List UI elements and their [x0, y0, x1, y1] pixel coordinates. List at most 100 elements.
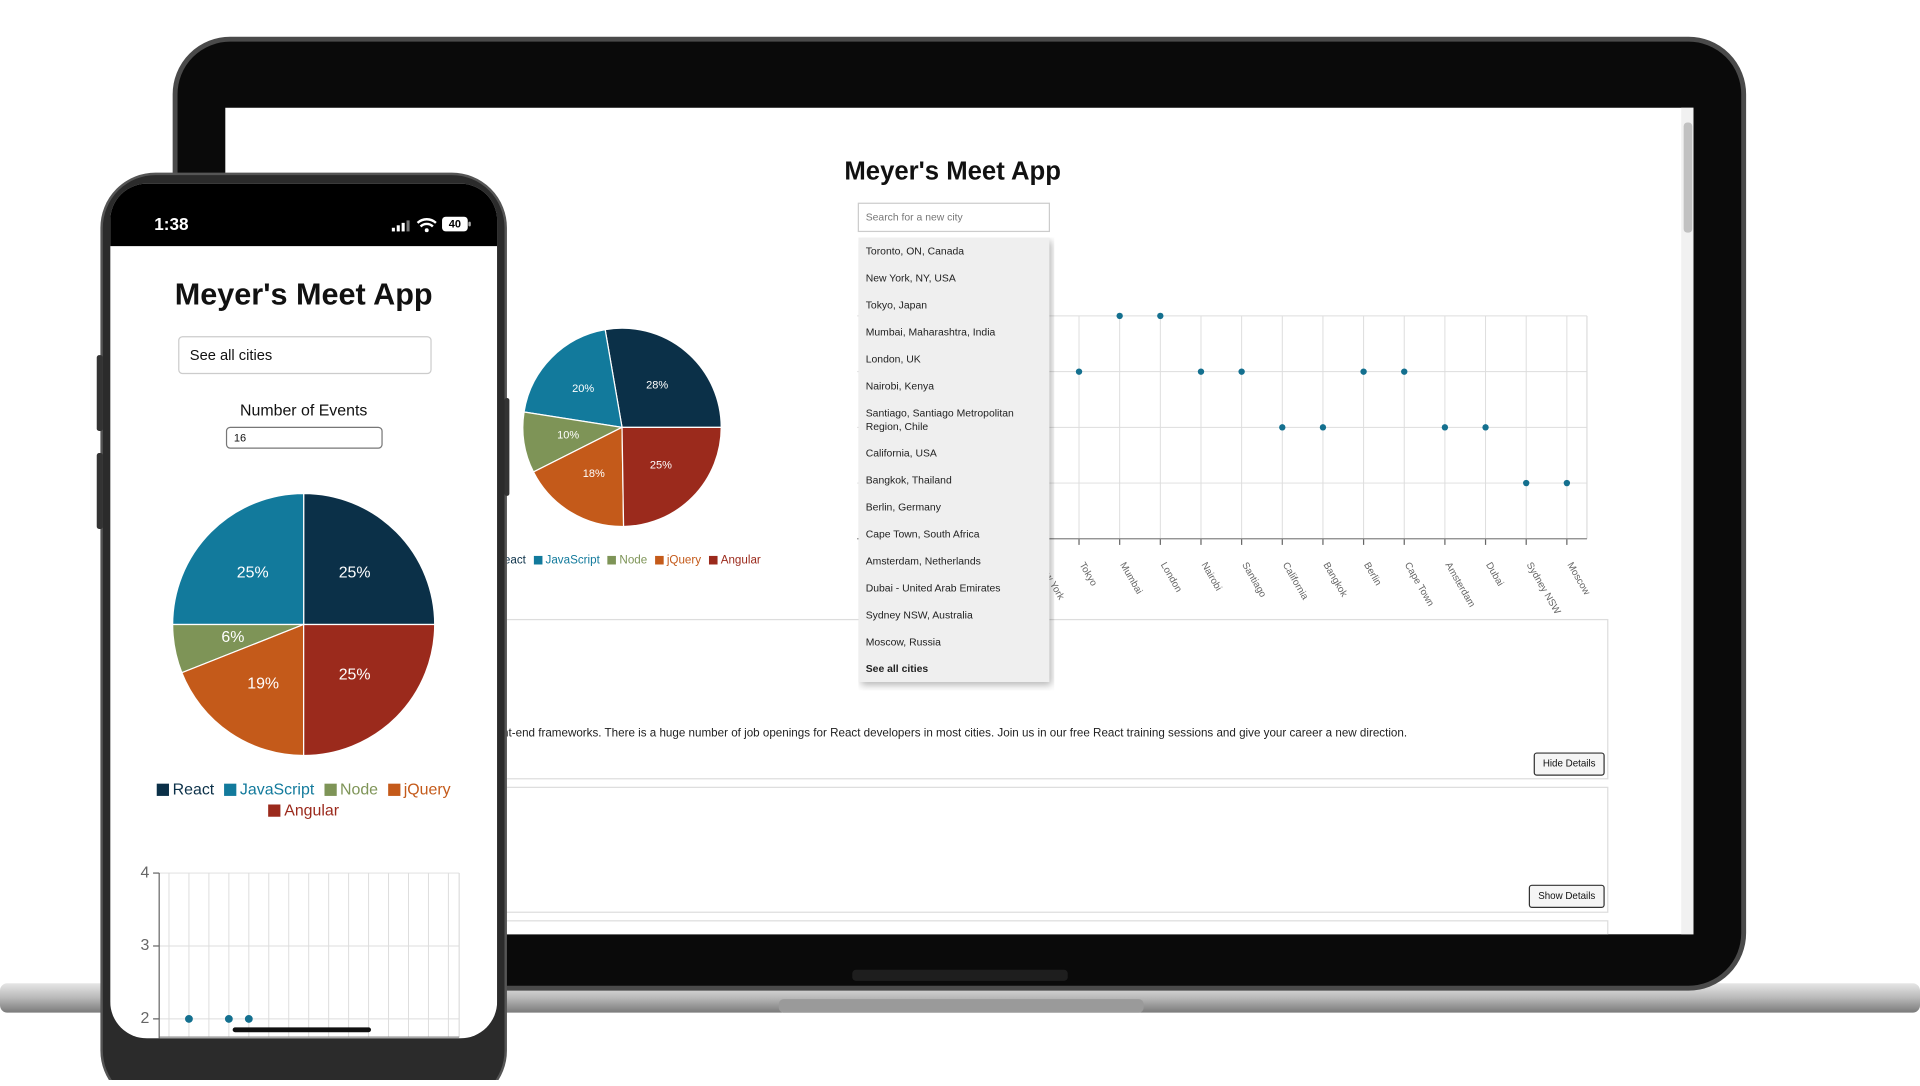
phone-button	[96, 355, 103, 432]
data-point	[1319, 424, 1327, 431]
phone-button	[504, 397, 510, 496]
data-point	[1116, 312, 1123, 320]
status-time: 1:38	[154, 214, 188, 234]
laptop-notch	[778, 999, 1144, 1013]
y-tick-label: 3	[141, 937, 150, 954]
legend-item: Node	[324, 780, 378, 798]
legend-swatch	[533, 555, 542, 564]
legend-item: jQuery	[387, 780, 451, 799]
legend-text: Angular	[284, 800, 340, 820]
pie-label: 20%	[572, 383, 594, 395]
suggestion-item[interactable]: Berlin, Germany	[865, 500, 941, 513]
events-label: Number of Events	[240, 403, 367, 420]
button-label: Show Details	[1538, 891, 1595, 902]
details-button[interactable]	[1533, 752, 1605, 776]
suggestion-item[interactable]: Sydney NSW, Australia	[865, 607, 973, 621]
legend-item: JavaScript	[224, 780, 314, 798]
suggestion-see-all[interactable]: See all cities	[865, 661, 929, 675]
legend-text: JavaScript	[239, 780, 315, 799]
pie-slice	[303, 623, 436, 757]
city-input[interactable]	[178, 336, 432, 375]
suggestion-item[interactable]: London, UK	[865, 352, 921, 365]
suggestion-item[interactable]: Santiago, Santiago Metropolitan Region, …	[865, 405, 1014, 432]
suggestion-item[interactable]: Nairobi, Kenya	[865, 378, 934, 392]
legend-swatch	[387, 783, 401, 796]
suggestion-item[interactable]: Bangkok, Thailand	[865, 473, 952, 486]
suggestion-item[interactable]: Dubai - United Arab Emirates	[865, 581, 1001, 594]
phone-content: 1:38 40 Meyer's Meet App See all cities …	[110, 183, 498, 1039]
city-dropdown: Toronto, ON, Canada New York, NY, USA Toky…	[858, 237, 1050, 683]
data-point	[1360, 368, 1367, 375]
legend-item: React	[156, 780, 215, 799]
suggestion-item[interactable]: Amsterdam, Netherlands	[865, 554, 981, 567]
y-tick-label: 4	[141, 864, 150, 881]
event-card	[501, 618, 1609, 780]
suggestion-list: Toronto, ON, Canada New York, NY, USA Toky…	[858, 237, 1050, 683]
pie-label: 10%	[557, 430, 579, 442]
legend-swatch	[156, 783, 169, 796]
events-input[interactable]	[225, 426, 383, 449]
legend-swatch	[268, 803, 281, 817]
data-point	[1563, 479, 1571, 487]
battery-tip	[468, 221, 471, 227]
data-point	[1197, 368, 1205, 375]
legend-box: React JavaScript Node jQuery Angular	[122, 779, 484, 821]
suggestion-item[interactable]: Tokyo, Japan	[865, 298, 928, 311]
data-point	[244, 1014, 253, 1023]
pie-label: 25%	[650, 460, 672, 472]
suggestion-item[interactable]: New York, NY, USA	[865, 271, 956, 284]
home-indicator	[232, 1027, 372, 1033]
legend-swatch	[607, 555, 616, 564]
scrollbar	[1681, 107, 1694, 935]
city-input-value: See all cities	[190, 348, 272, 364]
suggestion-item[interactable]: Cape Town, South Africa	[865, 527, 980, 540]
app-title: Meyer's Meet App	[175, 277, 433, 311]
legend-item: JavaScript	[533, 553, 600, 566]
legend-swatch	[324, 783, 337, 796]
details-button[interactable]	[1528, 884, 1605, 908]
battery-icon	[442, 216, 468, 232]
pie-slice	[303, 492, 436, 626]
legend-text: jQuery	[403, 780, 451, 799]
pie-label: 18%	[583, 468, 605, 480]
legend-swatch	[224, 783, 237, 796]
data-point	[1075, 368, 1083, 375]
legend-text: jQuery	[666, 552, 702, 567]
pie-label: 25%	[339, 667, 371, 684]
phone-button	[96, 453, 103, 529]
data-point	[1401, 368, 1408, 375]
data-point	[1238, 368, 1245, 375]
legend-text: React	[172, 780, 215, 799]
suggestion-item[interactable]: Toronto, ON, Canada	[865, 244, 965, 257]
search-input[interactable]	[857, 202, 1051, 233]
suggestion-item[interactable]: California, USA	[865, 446, 937, 459]
pie-label: 19%	[247, 675, 279, 692]
pie-slice	[172, 492, 305, 626]
legend-swatch	[708, 555, 718, 564]
scrollbar-thumb[interactable]	[1683, 122, 1693, 233]
legend-item: Node	[607, 553, 647, 566]
data-point	[1482, 424, 1489, 431]
events-input-value: 16	[234, 432, 246, 444]
legend-text: Angular	[720, 552, 761, 567]
pie-slice	[523, 328, 623, 429]
app-title: Meyer's Meet App	[844, 157, 1061, 185]
legend: React JavaScript Node jQuery Angular	[122, 779, 484, 821]
search-placeholder: Search for a new city	[866, 213, 964, 224]
y-tick-label: 2	[141, 1010, 150, 1027]
pie-label: 28%	[646, 380, 668, 392]
legend-item: jQuery	[654, 552, 702, 567]
signal-icon	[391, 220, 410, 232]
event-card	[501, 920, 1609, 935]
pie-slice	[621, 426, 722, 528]
data-point	[1441, 424, 1449, 431]
data-point	[1279, 424, 1286, 431]
suggestion-item[interactable]: Mumbai, Maharashtra, India	[865, 325, 996, 338]
event-card	[501, 786, 1609, 913]
suggestion-item[interactable]: Moscow, Russia	[865, 634, 941, 648]
button-label: Hide Details	[1543, 759, 1596, 770]
data-point	[185, 1014, 193, 1023]
wifi-icon-dot	[424, 228, 429, 233]
